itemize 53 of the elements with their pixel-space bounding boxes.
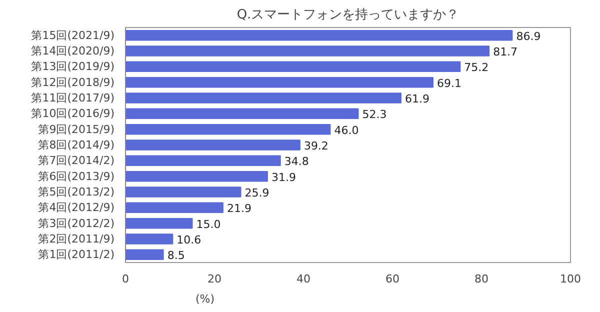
x-tick-label: 80 bbox=[474, 272, 488, 286]
data-label: 39.2 bbox=[304, 140, 328, 152]
y-tick-label: 第10回(2016/9) bbox=[31, 107, 114, 120]
bar bbox=[126, 61, 461, 72]
bar bbox=[126, 234, 174, 244]
data-label: 86.9 bbox=[516, 30, 541, 43]
y-tick-label: 第1回(2011/2) bbox=[38, 248, 114, 262]
bar bbox=[126, 218, 193, 229]
y-tick-label: 第15回(2021/9) bbox=[31, 28, 114, 42]
y-tick-label: 第4回(2012/9) bbox=[38, 201, 114, 214]
x-tick-label: 40 bbox=[296, 272, 310, 286]
data-label: 52.3 bbox=[362, 108, 387, 122]
data-label: 69.1 bbox=[436, 76, 462, 90]
data-label: 8.5 bbox=[167, 249, 185, 262]
x-tick-label: 0 bbox=[122, 272, 129, 286]
y-tick-label: 第3回(2012/2) bbox=[38, 216, 114, 230]
bar bbox=[126, 92, 402, 104]
bar bbox=[126, 46, 490, 56]
x-tick-label: 60 bbox=[386, 272, 400, 286]
y-tick-label: 第12回(2018/9) bbox=[31, 76, 114, 89]
data-label: 25.9 bbox=[244, 186, 270, 200]
x-tick-label: 100 bbox=[560, 272, 581, 286]
bar bbox=[126, 124, 331, 135]
y-tick-label: 第14回(2020/9) bbox=[31, 44, 114, 58]
bar bbox=[126, 202, 224, 214]
data-label: 21.9 bbox=[226, 202, 252, 216]
bar bbox=[126, 30, 513, 41]
y-tick-label: 第13回(2019/9) bbox=[31, 60, 114, 74]
data-label: 46.0 bbox=[334, 124, 359, 137]
chart-title: Q.スマートフォンを持っていますか？ bbox=[236, 8, 460, 22]
data-label: 81.7 bbox=[493, 46, 518, 58]
bar bbox=[126, 108, 359, 120]
y-tick-label: 第9回(2015/9) bbox=[38, 122, 114, 136]
data-label: 61.9 bbox=[404, 92, 430, 106]
y-tick-label: 第6回(2013/9) bbox=[38, 170, 114, 183]
data-label: 31.9 bbox=[271, 170, 296, 184]
bar bbox=[126, 170, 268, 182]
x-tick-label: 20 bbox=[208, 272, 222, 286]
data-label: 75.2 bbox=[464, 61, 489, 74]
y-tick-label: 第5回(2013/2) bbox=[38, 186, 114, 198]
bar bbox=[126, 186, 242, 198]
data-label: 15.0 bbox=[196, 218, 221, 231]
y-tick-label: 第2回(2011/9) bbox=[38, 232, 114, 246]
y-tick-label: 第11回(2017/9) bbox=[31, 92, 114, 104]
y-tick-label: 第8回(2014/9) bbox=[38, 138, 114, 152]
bar bbox=[126, 249, 164, 260]
bar bbox=[126, 140, 300, 150]
bar bbox=[126, 76, 434, 88]
data-label: 10.6 bbox=[176, 234, 202, 246]
y-tick-label: 第7回(2014/2) bbox=[38, 154, 114, 168]
data-label: 34.8 bbox=[284, 155, 309, 168]
bar bbox=[126, 155, 281, 166]
x-axis-title: (%) bbox=[196, 292, 215, 306]
